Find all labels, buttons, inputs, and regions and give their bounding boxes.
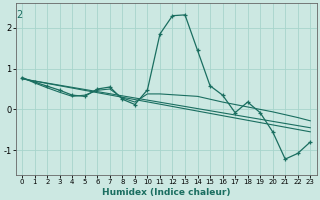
Text: 2: 2: [17, 10, 23, 20]
X-axis label: Humidex (Indice chaleur): Humidex (Indice chaleur): [102, 188, 230, 197]
